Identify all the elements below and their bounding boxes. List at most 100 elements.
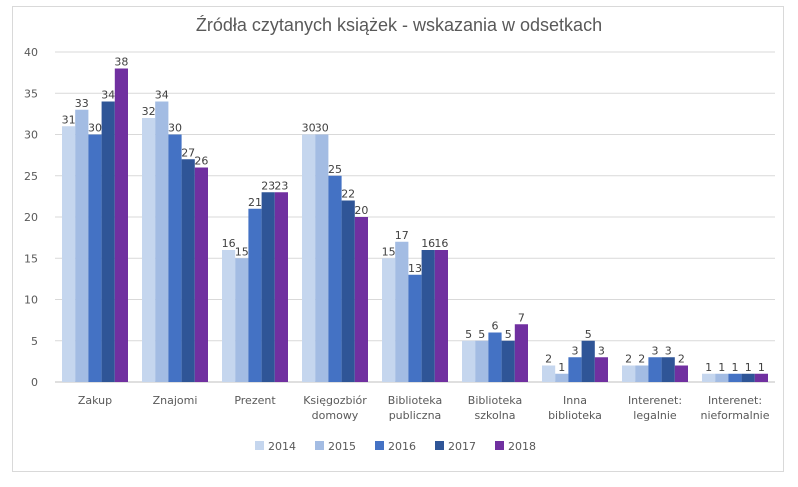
bar-2017: [581, 340, 595, 382]
data-label: 5: [465, 328, 472, 341]
bar-2014: [622, 365, 636, 382]
bars: [62, 68, 768, 382]
y-tick-label: 25: [24, 170, 38, 183]
legend-label: 2014: [268, 440, 296, 453]
data-label: 27: [181, 146, 195, 159]
data-label: 1: [758, 361, 765, 374]
bar-2018: [114, 68, 128, 382]
data-label: 13: [408, 262, 422, 275]
y-axis-ticks: 0 5 10 15 20 25 30 35 40: [24, 46, 38, 389]
bar-2017: [261, 192, 275, 382]
legend-label: 2016: [388, 440, 416, 453]
data-label: 17: [395, 229, 409, 242]
bar-2018: [594, 357, 608, 382]
data-label: 25: [328, 163, 342, 176]
y-tick-label: 0: [31, 376, 38, 389]
bar-2017: [661, 357, 675, 382]
data-label: 33: [75, 97, 89, 110]
data-label: 30: [315, 122, 329, 135]
bar-2015: [635, 365, 649, 382]
data-label: 6: [492, 320, 499, 333]
data-label: 23: [274, 179, 288, 192]
category-label: Biblioteka publiczna: [388, 394, 442, 422]
bar-2015: [155, 101, 169, 382]
bar-2015: [555, 373, 569, 382]
bar-2017: [501, 340, 515, 382]
category-label: Znajomi: [153, 394, 198, 407]
data-label: 34: [101, 89, 115, 102]
data-label: 22: [341, 188, 355, 201]
bar-2014: [302, 134, 316, 382]
data-label: 3: [665, 344, 672, 357]
bar-2016: [328, 175, 342, 382]
data-label: 2: [638, 353, 645, 366]
y-tick-label: 30: [24, 129, 38, 142]
bar-2017: [741, 373, 755, 382]
bar-2014: [462, 340, 476, 382]
data-label: 2: [678, 353, 685, 366]
bar-2017: [421, 250, 435, 382]
data-label: 1: [732, 361, 739, 374]
data-label: 16: [222, 237, 236, 250]
chart-frame: Źródła czytanych książek - wskazania w o…: [12, 6, 784, 472]
data-label: 5: [505, 328, 512, 341]
data-label: 15: [235, 245, 249, 258]
bar-2014: [702, 373, 716, 382]
bar-2014: [222, 250, 236, 382]
y-tick-label: 35: [24, 87, 38, 100]
legend-label: 2015: [328, 440, 356, 453]
data-label: 3: [598, 344, 605, 357]
data-label: 26: [194, 155, 208, 168]
data-label: 1: [705, 361, 712, 374]
data-label: 38: [114, 56, 128, 69]
data-label: 5: [478, 328, 485, 341]
bar-2016: [648, 357, 662, 382]
bar-2016: [728, 373, 742, 382]
bar-2014: [382, 258, 396, 382]
bar-2016: [88, 134, 102, 382]
bar-2018: [274, 192, 288, 382]
data-label: 1: [745, 361, 752, 374]
data-label: 3: [652, 344, 659, 357]
bar-2014: [542, 365, 556, 382]
bar-2018: [434, 250, 448, 382]
data-label: 16: [434, 237, 448, 250]
bar-2015: [235, 258, 249, 382]
legend-label: 2017: [448, 440, 476, 453]
y-tick-label: 5: [31, 335, 38, 348]
category-label: Biblioteka szkolna: [468, 394, 522, 422]
bar-2017: [101, 101, 115, 382]
bar-2018: [674, 365, 688, 382]
bar-2015: [475, 340, 489, 382]
y-tick-label: 10: [24, 294, 38, 307]
category-label: Interenet: nieformalnie: [700, 394, 769, 422]
category-label: Prezent: [234, 394, 276, 407]
data-label: 16: [421, 237, 435, 250]
data-label: 1: [718, 361, 725, 374]
bar-2016: [168, 134, 182, 382]
bar-2015: [715, 373, 729, 382]
data-label: 21: [248, 196, 262, 209]
x-axis-categories: Zakup Znajomi Prezent Księgozbiór domowy Bibl…: [78, 394, 770, 422]
data-label: 34: [155, 89, 169, 102]
bar-2017: [341, 200, 355, 382]
bar-2014: [62, 126, 76, 382]
bar-2018: [354, 217, 368, 382]
legend: 2014 2015 2016 2017 2018: [255, 440, 536, 453]
data-label: 32: [142, 105, 156, 118]
bar-2017: [181, 159, 195, 382]
category-label: Księgozbiór domowy: [303, 394, 367, 422]
bar-2015: [395, 241, 409, 382]
data-label: 30: [302, 122, 316, 135]
data-label: 1: [558, 361, 565, 374]
data-label: 2: [545, 353, 552, 366]
y-tick-label: 40: [24, 46, 38, 59]
legend-swatch-2017: [435, 441, 444, 450]
legend-label: 2018: [508, 440, 536, 453]
bar-2016: [488, 332, 502, 382]
data-label: 3: [572, 344, 579, 357]
bar-2018: [514, 324, 528, 382]
data-label: 23: [261, 179, 275, 192]
data-label: 2: [625, 353, 632, 366]
